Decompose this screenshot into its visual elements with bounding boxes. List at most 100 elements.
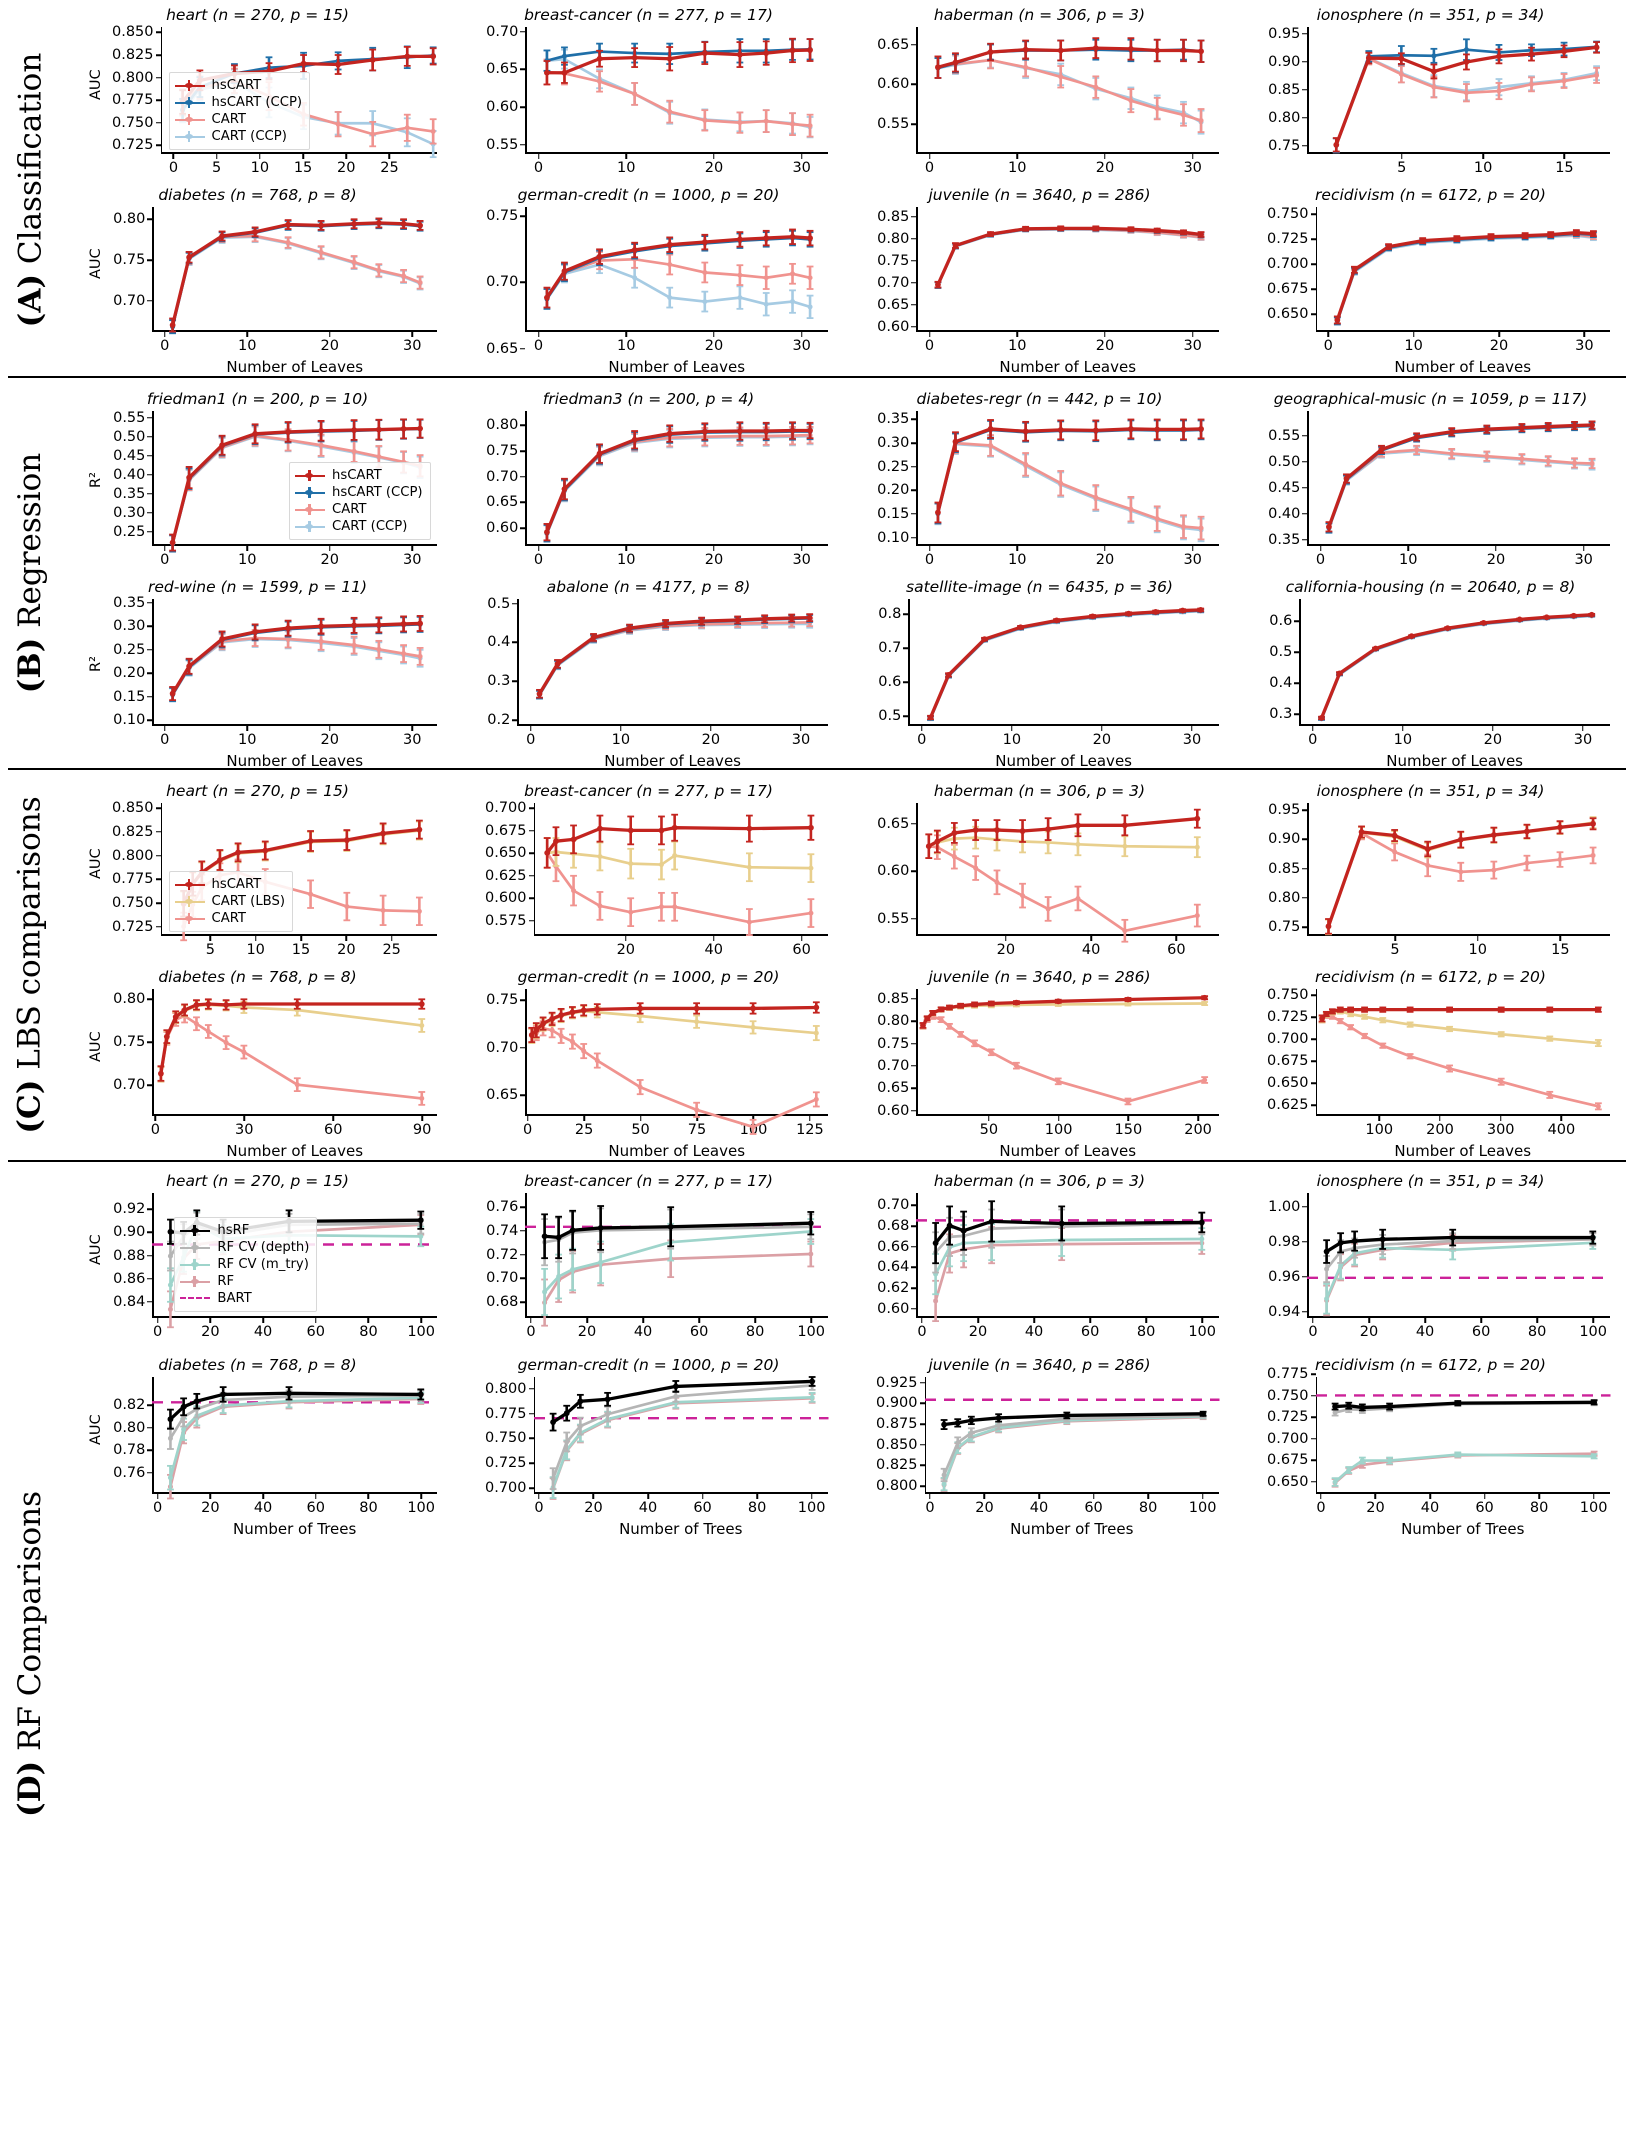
x-tick-label: 30 <box>791 732 811 748</box>
data-point <box>952 59 959 66</box>
y-tick-label: 0.95 <box>1268 25 1301 42</box>
series-line <box>934 1241 1203 1302</box>
x-tick-label: 0 <box>526 1324 536 1340</box>
data-point <box>938 1006 945 1013</box>
series-cart-lbs <box>1318 1008 1602 1048</box>
x-tick-mark <box>928 154 931 159</box>
data-point <box>343 837 350 843</box>
legend-item[interactable]: hsCART (CCP) <box>295 484 423 501</box>
series-hscart <box>934 37 1205 79</box>
x-axis-spine <box>152 1114 437 1116</box>
series-line <box>929 609 1202 720</box>
x-axis-spine <box>916 330 1219 332</box>
y-tick-mark <box>155 926 161 928</box>
legend-item[interactable]: hsCART (CCP) <box>174 94 302 111</box>
legend-item[interactable]: CART <box>174 111 303 128</box>
legend-item[interactable]: CART (CCP) <box>174 128 303 145</box>
legend-item[interactable]: CART <box>174 910 286 927</box>
x-tick-label: 10 <box>1008 552 1027 568</box>
data-point <box>1595 1103 1601 1109</box>
legend-item[interactable]: hsCART <box>174 876 286 893</box>
series-line <box>1328 424 1593 529</box>
series-hscart-ccp <box>169 218 424 335</box>
data-point <box>1458 869 1464 875</box>
data-point <box>581 1048 587 1054</box>
subplot-b5: red-wine (n = 1599, p = 11) 0.10 0.15 0.20 0… <box>62 578 453 770</box>
legend-item[interactable]: CART <box>295 501 423 518</box>
series-line <box>171 636 421 695</box>
data-point <box>1202 1001 1208 1007</box>
x-axis-spine <box>525 152 828 154</box>
legend-item[interactable]: hsCART <box>295 467 423 484</box>
legend-item[interactable]: hsRF <box>180 1222 309 1239</box>
y-tick-label: 0.75 <box>877 1035 910 1052</box>
x-axis-label: Number of Leaves <box>604 752 741 770</box>
x-tick-mark <box>752 1116 755 1121</box>
x-axis-spine <box>916 544 1219 546</box>
data-point <box>737 272 743 278</box>
y-tick-label: 0.70 <box>877 1197 910 1214</box>
y-tick-mark <box>911 1245 917 1248</box>
x-tick-label: 100 <box>1365 1122 1394 1138</box>
rf-legend[interactable]: hsRF RF CV (depth) RF CV (m_try) RF BART <box>174 1217 318 1312</box>
legend-item[interactable]: BART <box>180 1290 309 1307</box>
x-tick-mark <box>262 1494 264 1499</box>
y-tick-mark <box>520 424 526 427</box>
data-point <box>981 636 988 643</box>
data-point <box>1546 1036 1552 1042</box>
y-tick-label: 0.78 <box>113 1442 146 1459</box>
x-tick-mark <box>526 1116 529 1121</box>
data-point <box>1181 426 1187 433</box>
data-point <box>1392 832 1398 839</box>
y-tick-mark <box>147 1254 153 1257</box>
data-point <box>1361 1014 1367 1020</box>
data-point <box>556 1234 562 1241</box>
x-tick-label: 0 <box>526 732 536 748</box>
regression-legend[interactable]: hsCART hsCART (CCP) CART CART (CCP) <box>289 462 431 540</box>
data-point <box>205 1001 212 1007</box>
series-cart-ccp <box>1333 232 1597 326</box>
data-point <box>1484 453 1490 459</box>
legend-item[interactable]: CART (LBS) <box>174 893 285 910</box>
x-tick-mark <box>315 1318 317 1323</box>
x-tick-mark <box>1499 1116 1502 1121</box>
plot-axes: 0.75 0.80 0.85 0.90 0.95 5 10 15 <box>1268 26 1610 176</box>
data-point <box>170 322 176 328</box>
y-tick-label: 0.65 <box>877 1080 910 1097</box>
x-tick-mark <box>921 1318 923 1323</box>
x-tick-mark <box>164 546 166 551</box>
legend-item[interactable]: CART (CCP) <box>295 518 423 535</box>
data-point <box>988 442 994 448</box>
y-axis-label-text: R² <box>88 471 104 488</box>
section-divider <box>8 768 1626 770</box>
x-tick-mark <box>1090 936 1092 941</box>
legend-item[interactable]: hsCART <box>174 77 303 94</box>
y-axis-label-text: AUC <box>88 68 104 100</box>
data-point <box>989 1218 995 1225</box>
data-point <box>1524 860 1530 866</box>
data-point <box>343 904 349 910</box>
y-tick-mark <box>147 1301 153 1303</box>
legend-item[interactable]: RF <box>180 1273 309 1290</box>
classification-legend[interactable]: hsCART hsCART (CCP) CART CART (CCP) <box>168 72 311 150</box>
series-line <box>929 609 1202 719</box>
y-tick-label: 0.10 <box>877 529 910 546</box>
lbs-legend[interactable]: hsCART CART (LBS) CART <box>168 871 294 932</box>
y-tick-label: 0.75 <box>486 992 519 1009</box>
legend-item[interactable]: RF CV (m_try) <box>180 1256 309 1273</box>
series-hscart <box>927 606 1205 721</box>
data-point <box>737 51 744 58</box>
y-tick-label: 0.3 <box>487 673 511 690</box>
section-label-text: Classification <box>12 52 48 274</box>
legend-item[interactable]: RF CV (depth) <box>180 1239 309 1256</box>
x-tick-label: 400 <box>1547 1122 1576 1138</box>
y-tick-label: 0.5 <box>1269 644 1293 661</box>
y-tick-mark <box>155 807 161 809</box>
data-point <box>1181 524 1187 530</box>
y-axis-label: AUC <box>86 848 106 879</box>
y-tick-mark <box>911 1042 917 1045</box>
y-tick-mark <box>147 649 153 651</box>
data-point <box>1484 426 1491 433</box>
plot-axes: 0.625 0.650 0.675 0.700 0.725 0.750 100 200 300 4… <box>1267 987 1610 1138</box>
x-tick-mark <box>1402 726 1404 731</box>
